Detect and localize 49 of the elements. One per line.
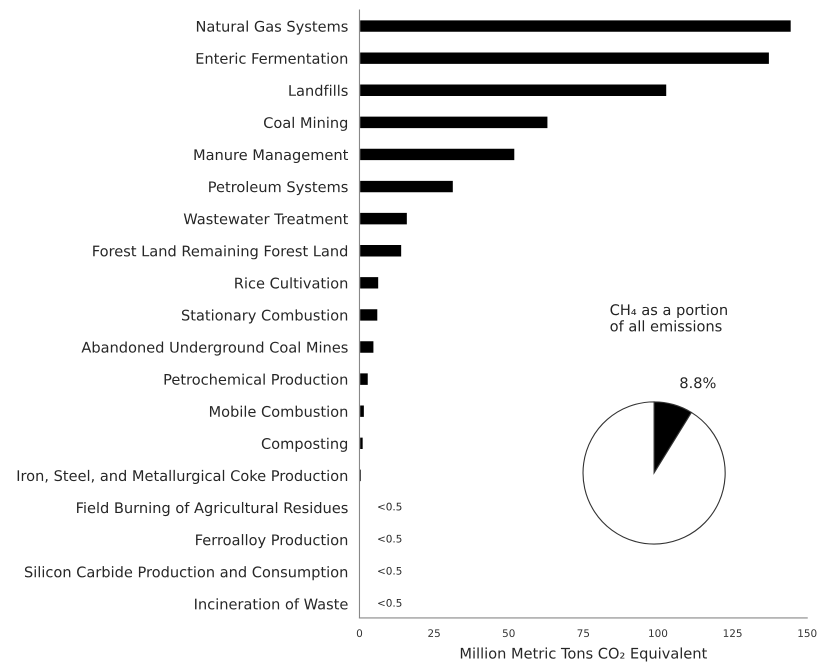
bar <box>359 115 549 130</box>
bar <box>359 436 364 450</box>
y-tick-label: Abandoned Underground Coal Mines <box>81 341 348 356</box>
bar <box>359 244 403 258</box>
y-tick-label: Petrochemical Production <box>164 374 348 385</box>
y-tick-label: Petroleum Systems <box>209 181 348 196</box>
y-tick-label: Incineration of Waste <box>195 598 348 610</box>
x-tick-label: 25 <box>428 629 440 638</box>
bar <box>359 147 516 162</box>
bar <box>359 83 668 98</box>
y-tick-label: Coal Mining <box>264 116 348 131</box>
y-tick-label: Wastewater Treatment <box>184 214 348 224</box>
y-tick-label: Composting <box>262 438 348 452</box>
y-tick-label: Forest Land Remaining Forest Land <box>93 245 348 260</box>
y-tick-label: Mobile Combustion <box>210 406 348 417</box>
x-tick-label: 50 <box>502 629 515 638</box>
bar <box>359 468 362 483</box>
y-tick-label: Iron, Steel, and Metallurgical Coke Production <box>18 470 348 484</box>
x-tick-label: 75 <box>578 629 590 638</box>
bar <box>359 18 792 34</box>
y-tick-label: Manure Management <box>194 149 348 164</box>
y-tick-label: Rice Cultivation <box>235 277 348 289</box>
bar <box>359 212 408 226</box>
data-label: <0.5 <box>378 598 402 607</box>
y-tick-label: Field Burning of Agricultural Residues <box>77 502 348 516</box>
bar <box>359 51 770 66</box>
data-label: <0.5 <box>378 502 402 511</box>
data-label: <0.5 <box>378 566 402 575</box>
x-tick-label: 150 <box>798 629 816 638</box>
data-label: 8.8% <box>680 377 716 388</box>
chart-title: CH₄ as a portion of all emissions <box>610 304 727 332</box>
x-tick-label: 0 <box>356 629 362 638</box>
bar <box>359 308 379 322</box>
x-tick-label: 125 <box>724 629 742 638</box>
y-tick-label: Silicon Carbide Production and Consumption <box>24 566 348 580</box>
y-tick-label: Natural Gas Systems <box>196 20 348 35</box>
y-tick-label: Enteric Fermentation <box>196 52 348 64</box>
bar <box>359 179 454 194</box>
bar <box>359 340 375 354</box>
y-tick-label: Ferroalloy Production <box>196 534 348 548</box>
pie-slice <box>582 401 726 545</box>
data-label: <0.5 <box>378 534 402 543</box>
bar <box>359 372 370 386</box>
bar <box>359 276 380 290</box>
y-tick-label: Stationary Combustion <box>182 309 348 324</box>
y-tick-label: Landfills <box>289 84 348 96</box>
x-tick-label: 100 <box>649 629 668 638</box>
bar <box>359 404 366 418</box>
x-axis-title: Million Metric Tons CO₂ Equivalent <box>460 647 707 662</box>
